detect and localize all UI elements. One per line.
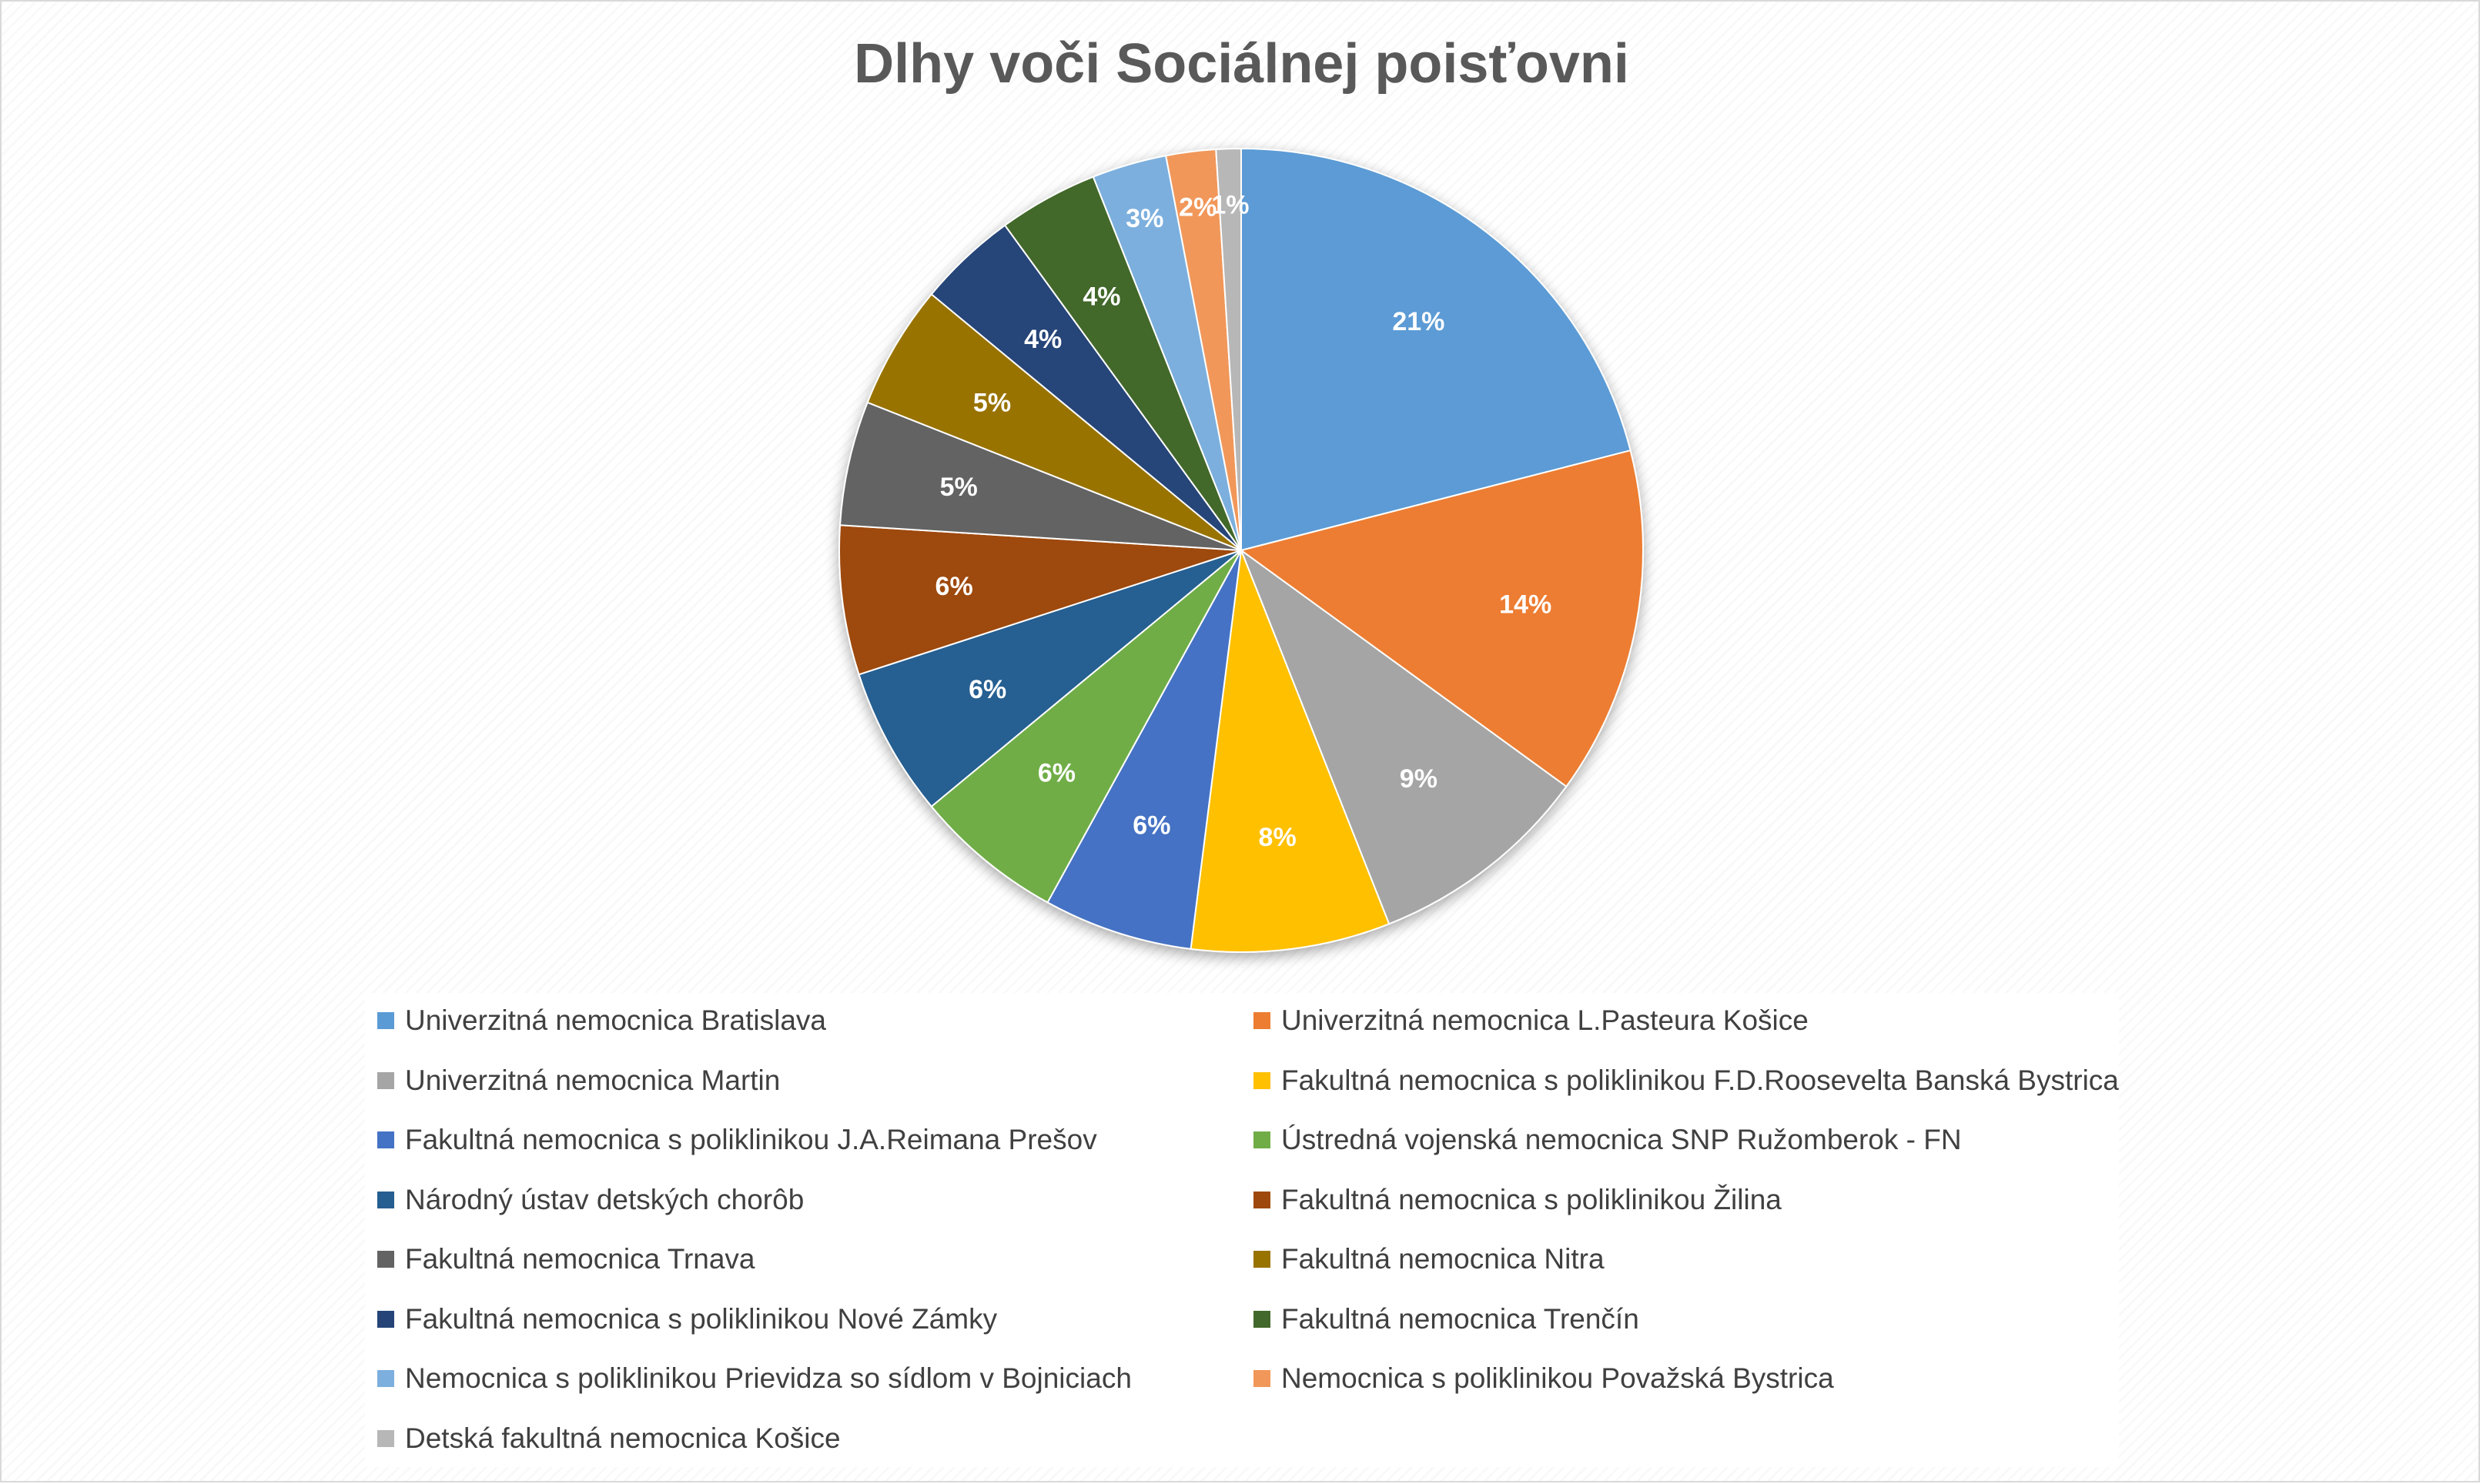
slice-data-label: 6% (969, 675, 1006, 704)
legend-label: Národný ústav detských chorôb (405, 1183, 805, 1215)
legend-item: Nemocnica s poliklinikou Prievidza so sí… (377, 1355, 1132, 1402)
legend-swatch (377, 1429, 394, 1447)
legend-item: Univerzitná nemocnica Bratislava (377, 998, 826, 1044)
legend-item: Fakultná nemocnica Nitra (1253, 1236, 1605, 1282)
slice-data-label: 6% (1133, 811, 1170, 840)
slice-data-label: 6% (1038, 759, 1076, 788)
legend-label: Univerzitná nemocnica Martin (405, 1064, 781, 1096)
legend-swatch (1253, 1071, 1270, 1089)
slice-data-label: 5% (940, 473, 978, 502)
legend-swatch (377, 1251, 394, 1268)
legend-label: Fakultná nemocnica Trnava (405, 1243, 755, 1275)
legend-swatch (377, 1012, 394, 1029)
pie-slice (1215, 147, 1242, 551)
legend-swatch (1253, 1012, 1270, 1029)
legend-label: Ústredná vojenská nemocnica SNP Ružomber… (1281, 1124, 1962, 1155)
legend-item: Fakultná nemocnica Trenčín (1253, 1296, 1639, 1342)
legend-item: Univerzitná nemocnica L.Pasteura Košice (1253, 998, 1809, 1044)
slice-data-label: 3% (1126, 204, 1163, 233)
pie-slice (1239, 449, 1644, 788)
legend-swatch (377, 1071, 394, 1089)
slice-data-label: 8% (1259, 823, 1297, 852)
legend-swatch (1253, 1370, 1270, 1387)
legend-item: Nemocnica s poliklinikou Považská Bystri… (1253, 1355, 1834, 1402)
slice-data-label: 9% (1400, 764, 1437, 794)
legend-item: Národný ústav detských chorôb (377, 1177, 804, 1223)
legend-item: Fakultná nemocnica s poliklinikou F.D.Ro… (1253, 1058, 2119, 1104)
legend-label: Fakultná nemocnica s poliklinikou J.A.Re… (405, 1124, 1097, 1155)
legend-item: Ústredná vojenská nemocnica SNP Ružomber… (1253, 1117, 1962, 1163)
pie-slice (1046, 550, 1242, 950)
pie-slice (1190, 550, 1391, 953)
pie-slice (1239, 548, 1568, 925)
legend-item: Fakultná nemocnica s poliklinikou Žilina (1253, 1177, 1782, 1223)
pie-slice (858, 550, 1242, 808)
legend-item: Detská fakultná nemocnica Košice (377, 1415, 841, 1462)
legend-swatch (377, 1191, 394, 1208)
legend-label: Univerzitná nemocnica L.Pasteura Košice (1281, 1004, 1809, 1036)
legend-item: Fakultná nemocnica Trnava (377, 1236, 755, 1282)
legend-label: Fakultná nemocnica Trenčín (1281, 1302, 1639, 1335)
legend-label: Univerzitná nemocnica Bratislava (405, 1004, 827, 1036)
slice-data-label: 4% (1024, 325, 1062, 354)
legend-swatch (377, 1131, 394, 1148)
legend-swatch (1253, 1310, 1270, 1328)
pie-slice (838, 401, 1242, 551)
pie-slice (1240, 147, 1632, 552)
slice-data-label: 5% (973, 389, 1011, 418)
legend-label: Fakultná nemocnica s poliklinikou Žilina (1281, 1183, 1782, 1215)
legend-swatch (1253, 1251, 1270, 1268)
legend-label: Nemocnica s poliklinikou Považská Bystri… (1281, 1362, 1834, 1394)
legend-item: Fakultná nemocnica s poliklinikou Nové Z… (377, 1296, 997, 1342)
legend-swatch (377, 1310, 394, 1328)
legend-swatch (377, 1370, 394, 1387)
legend-swatch (1253, 1191, 1270, 1208)
chart-title: Dlhy voči Sociálnej poisťovni (854, 33, 1629, 95)
slice-data-label: 2% (1179, 193, 1217, 222)
legend-label: Fakultná nemocnica s poliklinikou F.D.Ro… (1281, 1064, 2119, 1096)
legend-label: Nemocnica s poliklinikou Prievidza so sí… (405, 1362, 1132, 1394)
slice-data-label: 21% (1392, 307, 1444, 336)
legend-label: Fakultná nemocnica Nitra (1281, 1243, 1605, 1275)
pie-slice (838, 524, 1242, 676)
slice-data-label: 4% (1083, 282, 1120, 312)
slice-data-label: 14% (1499, 590, 1551, 619)
legend-item: Fakultná nemocnica s poliklinikou J.A.Re… (377, 1117, 1097, 1163)
legend-item: Univerzitná nemocnica Martin (377, 1058, 780, 1104)
slice-data-label: 6% (935, 572, 973, 601)
pie-slice (930, 550, 1242, 904)
pie-slice (866, 292, 1242, 551)
legend-label: Detská fakultná nemocnica Košice (405, 1422, 841, 1454)
legend-swatch (1253, 1131, 1270, 1148)
slice-data-label: 1% (1211, 190, 1249, 219)
legend: Univerzitná nemocnica Bratislava Univerzi… (365, 993, 2119, 1467)
legend-label: Fakultná nemocnica s poliklinikou Nové Z… (405, 1302, 998, 1335)
